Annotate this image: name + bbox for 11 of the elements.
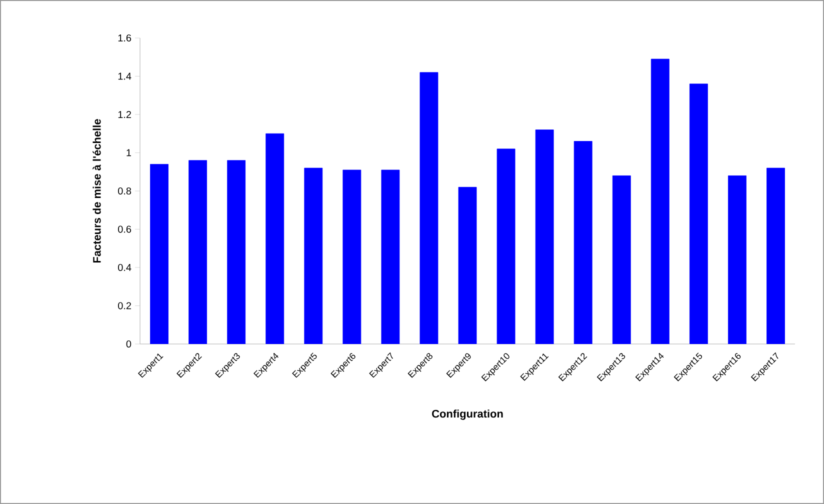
y-tick-label: 0 xyxy=(126,340,132,348)
y-tick-label: 0.4 xyxy=(118,264,132,272)
y-tick-label: 0.8 xyxy=(118,187,132,195)
x-axis-title: Configuration xyxy=(432,410,503,420)
y-tick-label: 1.6 xyxy=(118,34,132,42)
y-tick-label: 1.4 xyxy=(118,72,132,80)
y-tick-label: 1.2 xyxy=(118,111,131,118)
y-tick-label: 0.2 xyxy=(118,302,131,310)
y-axis-title: Facteurs de mise à l'échelle xyxy=(92,119,101,263)
y-tick-label: 0.6 xyxy=(118,226,132,233)
y-tick-label: 1 xyxy=(126,149,132,156)
